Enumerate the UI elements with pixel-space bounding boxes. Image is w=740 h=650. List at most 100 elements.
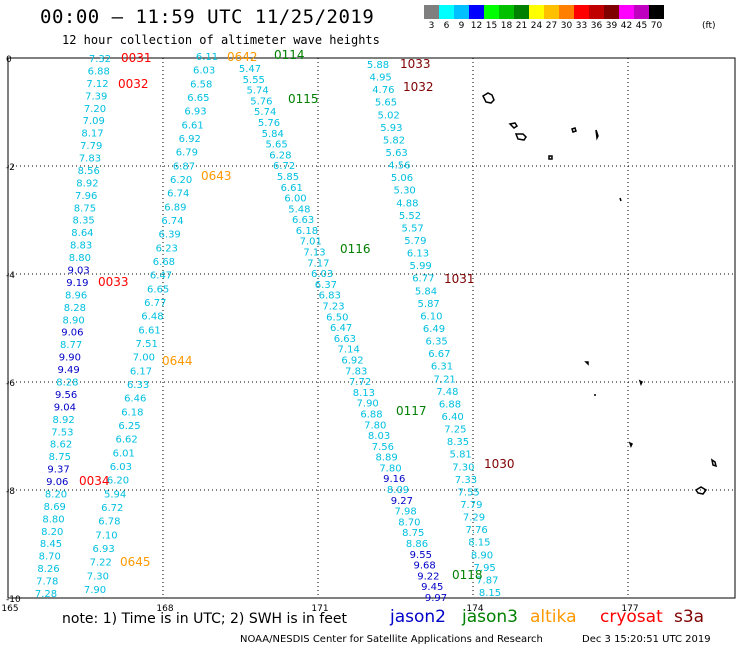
wave-height-value: 6.93 [184, 107, 206, 118]
wave-height-value: 6.18 [296, 226, 318, 237]
wave-height-value: 8.86 [406, 539, 428, 550]
scale-unit: (ft) [702, 21, 716, 31]
island-outline [628, 441, 634, 448]
island-outline [508, 122, 519, 129]
wave-height-value: 9.56 [55, 390, 77, 401]
wave-height-value: 9.68 [413, 561, 435, 572]
wave-height-value: 7.79 [80, 141, 102, 152]
wave-height-value: 8.89 [376, 453, 398, 464]
wave-height-value: 6.88 [360, 409, 382, 420]
wave-height-value: 5.88 [367, 60, 389, 71]
latitude-label: 0 [6, 55, 12, 65]
wave-height-value: 6.83 [319, 291, 341, 302]
wave-height-value: 7.87 [476, 575, 498, 586]
wave-height-value: 6.92 [179, 134, 201, 145]
wave-height-value: 7.01 [300, 237, 322, 248]
pass-label: 0031 [121, 51, 152, 65]
wave-height-value: 5.94 [104, 489, 126, 500]
scale-swatch: 18 [499, 5, 514, 31]
wave-height-value: 6.03 [110, 462, 132, 473]
legend-item-jason2: jason2 [390, 607, 446, 627]
wave-height-value: 6.20 [170, 175, 192, 186]
legend-item-altika: altika [530, 607, 577, 627]
scale-swatch: 9 [454, 5, 469, 31]
scale-tick-label: 21 [515, 21, 528, 31]
wave-height-value: 5.85 [277, 172, 299, 183]
wave-height-value: 8.15 [468, 538, 490, 549]
wave-height-value: 4.88 [396, 198, 418, 209]
scale-swatch: 70 [649, 5, 664, 31]
wave-height-value: 9.06 [46, 477, 68, 488]
legend-item-jason3: jason3 [462, 607, 518, 627]
wave-height-value: 6.58 [190, 79, 212, 90]
wave-height-value: 6.01 [113, 448, 135, 459]
wave-height-value: 7.00 [133, 353, 155, 364]
island-outline [571, 127, 577, 133]
scale-swatch: 6 [439, 5, 454, 31]
wave-height-value: 9.04 [54, 402, 76, 413]
wave-height-value: 8.28 [56, 377, 78, 388]
map-title: 00:00 — 11:59 UTC 11/25/2019 [40, 6, 375, 28]
latitude-label: -10 [6, 595, 21, 605]
scale-swatch: 15 [484, 5, 499, 31]
wave-height-value: 5.65 [265, 140, 287, 151]
wave-height-value: 7.14 [338, 345, 360, 356]
wave-height-value: 8.80 [42, 514, 64, 525]
wave-height-value: 6.93 [92, 544, 114, 555]
wave-height-value: 6.40 [442, 412, 464, 423]
wave-height-value: 5.84 [262, 129, 284, 140]
pass-label: 0116 [340, 242, 371, 256]
wave-height-value: 6.39 [159, 230, 181, 241]
wave-height-value: 8.83 [70, 241, 92, 252]
wave-height-value: 6.61 [138, 325, 160, 336]
wave-height-value: 6.50 [326, 312, 348, 323]
wave-height-value: 8.03 [368, 431, 390, 442]
wave-height-value: 8.70 [39, 552, 61, 563]
wave-height-value: 6.37 [315, 280, 337, 291]
scale-swatch: 33 [574, 5, 589, 31]
wave-height-value: 8.17 [81, 129, 103, 140]
wave-height-value: 6.49 [423, 324, 445, 335]
wave-height-value: 6.89 [164, 202, 186, 213]
wave-height-value: 5.30 [394, 186, 416, 197]
wave-height-value: 6.88 [88, 66, 110, 77]
scale-color-box [574, 5, 589, 19]
wave-height-value: 8.56 [78, 166, 100, 177]
credit-line: NOAA/NESDIS Center for Satellite Applica… [240, 634, 543, 645]
wave-height-value: 7.98 [394, 507, 416, 518]
wave-height-value: 5.87 [418, 299, 440, 310]
wave-height-value: 5.74 [254, 107, 276, 118]
wave-height-value: 7.83 [79, 154, 101, 165]
scale-color-box [529, 5, 544, 19]
wave-height-value: 6.33 [127, 380, 149, 391]
wave-height-value: 7.21 [434, 374, 456, 385]
wave-height-value: 6.74 [167, 189, 189, 200]
wave-height-value: 7.76 [466, 525, 488, 536]
wave-height-value: 7.39 [85, 91, 107, 102]
wave-height-value: 6.31 [431, 362, 453, 373]
wave-height-value: 7.90 [84, 585, 106, 596]
wave-height-value: 7.48 [436, 387, 458, 398]
scale-tick-label: 36 [590, 21, 603, 31]
legend-item-s3a: s3a [674, 607, 705, 627]
scale-swatch: 3 [424, 5, 439, 31]
wave-height-value: 5.06 [391, 173, 413, 184]
wave-height-value: 9.55 [410, 550, 432, 561]
scale-color-box [544, 5, 559, 19]
wave-height-value: 5.74 [246, 86, 268, 97]
wave-height-value: 7.96 [75, 191, 97, 202]
scale-color-box [649, 5, 664, 19]
pass-label: 1032 [403, 80, 434, 94]
wave-height-value: 6.03 [193, 66, 215, 77]
scale-tick-label: 33 [575, 21, 588, 31]
wave-height-value: 9.97 [425, 593, 447, 604]
scale-color-box [559, 5, 574, 19]
wave-height-value: 8.92 [52, 415, 74, 426]
scale-tick-label: 12 [470, 21, 483, 31]
pass-label: 1030 [484, 457, 515, 471]
wave-height-value: 5.93 [380, 123, 402, 134]
wave-height-value: 7.55 [458, 487, 480, 498]
pass-label: 0115 [288, 92, 319, 106]
wave-height-value: 9.06 [61, 328, 83, 339]
